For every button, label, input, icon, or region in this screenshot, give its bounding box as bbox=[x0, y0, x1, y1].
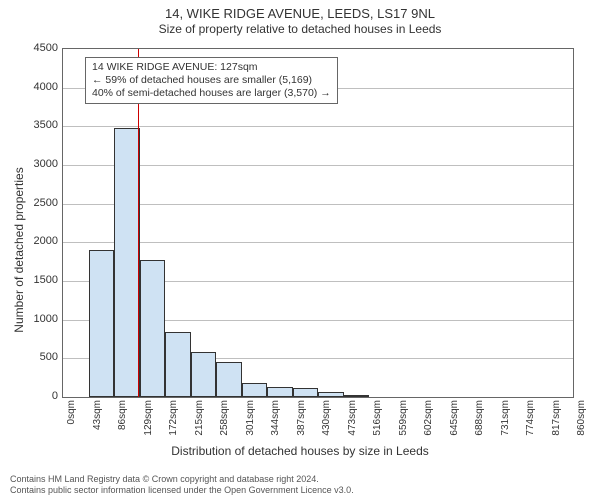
plot-area: 14 WIKE RIDGE AVENUE: 127sqm ← 59% of de… bbox=[62, 48, 574, 398]
xtick-label: 473sqm bbox=[347, 400, 358, 440]
xtick-label: 731sqm bbox=[500, 400, 511, 440]
annotation-line: 40% of semi-detached houses are larger (… bbox=[92, 87, 331, 100]
ytick-label: 4500 bbox=[18, 42, 58, 54]
xtick-label: 172sqm bbox=[168, 400, 179, 440]
histogram-bar bbox=[114, 128, 140, 397]
xtick-label: 817sqm bbox=[551, 400, 562, 440]
xtick-label: 215sqm bbox=[194, 400, 205, 440]
xtick-label: 688sqm bbox=[474, 400, 485, 440]
credit-line: Contains public sector information licen… bbox=[10, 485, 354, 496]
xtick-label: 774sqm bbox=[525, 400, 536, 440]
ytick-label: 3500 bbox=[18, 119, 58, 131]
histogram-bar bbox=[89, 250, 115, 397]
xtick-label: 602sqm bbox=[423, 400, 434, 440]
histogram-bar bbox=[344, 395, 370, 397]
chart-title: 14, WIKE RIDGE AVENUE, LEEDS, LS17 9NL bbox=[0, 0, 600, 22]
histogram-bar bbox=[140, 260, 166, 397]
xtick-label: 0sqm bbox=[66, 400, 77, 440]
ytick-label: 3000 bbox=[18, 158, 58, 170]
gridline bbox=[63, 242, 573, 243]
xtick-label: 301sqm bbox=[245, 400, 256, 440]
xtick-label: 645sqm bbox=[449, 400, 460, 440]
ytick-label: 500 bbox=[18, 351, 58, 363]
annotation-line: 14 WIKE RIDGE AVENUE: 127sqm bbox=[92, 61, 331, 74]
ytick-label: 1500 bbox=[18, 274, 58, 286]
ytick-label: 4000 bbox=[18, 81, 58, 93]
xtick-label: 559sqm bbox=[398, 400, 409, 440]
histogram-bar bbox=[318, 392, 344, 397]
histogram-bar bbox=[216, 362, 242, 397]
xtick-label: 43sqm bbox=[92, 400, 103, 440]
xtick-label: 860sqm bbox=[576, 400, 587, 440]
ytick-label: 0 bbox=[18, 390, 58, 402]
gridline bbox=[63, 204, 573, 205]
credits: Contains HM Land Registry data © Crown c… bbox=[10, 474, 354, 496]
ytick-label: 2000 bbox=[18, 235, 58, 247]
histogram-bar bbox=[267, 387, 293, 397]
annotation-line: ← 59% of detached houses are smaller (5,… bbox=[92, 74, 331, 87]
xtick-label: 129sqm bbox=[143, 400, 154, 440]
ytick-label: 1000 bbox=[18, 313, 58, 325]
chart-subtitle: Size of property relative to detached ho… bbox=[0, 22, 600, 36]
xtick-label: 86sqm bbox=[117, 400, 128, 440]
xtick-label: 387sqm bbox=[296, 400, 307, 440]
gridline bbox=[63, 165, 573, 166]
xtick-label: 430sqm bbox=[321, 400, 332, 440]
xtick-label: 258sqm bbox=[219, 400, 230, 440]
chart-container: 14, WIKE RIDGE AVENUE, LEEDS, LS17 9NL S… bbox=[0, 0, 600, 500]
xtick-label: 516sqm bbox=[372, 400, 383, 440]
histogram-bar bbox=[242, 383, 268, 397]
histogram-bar bbox=[293, 388, 319, 397]
x-axis-label: Distribution of detached houses by size … bbox=[0, 444, 600, 458]
histogram-bar bbox=[191, 352, 217, 397]
histogram-bar bbox=[165, 332, 191, 397]
y-axis-label: Number of detached properties bbox=[12, 167, 26, 332]
credit-line: Contains HM Land Registry data © Crown c… bbox=[10, 474, 354, 485]
xtick-label: 344sqm bbox=[270, 400, 281, 440]
gridline bbox=[63, 126, 573, 127]
ytick-label: 2500 bbox=[18, 197, 58, 209]
annotation-box: 14 WIKE RIDGE AVENUE: 127sqm ← 59% of de… bbox=[85, 57, 338, 104]
